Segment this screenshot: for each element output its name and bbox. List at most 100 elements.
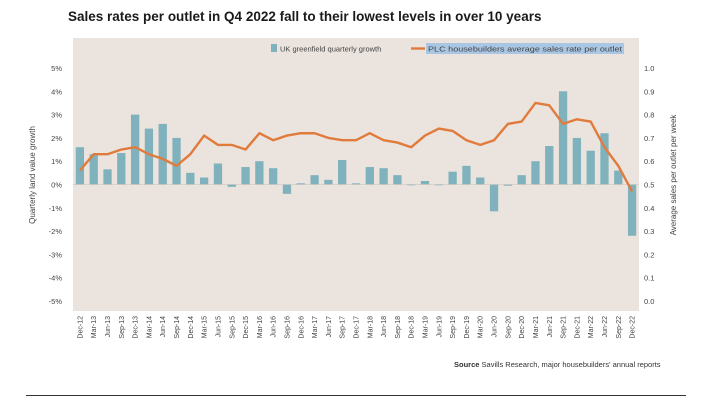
right-axis: 1.0 0.9 0.8 0.7 0.6 0.5 0.4 0.3 0.2 0.1 0.0	[644, 64, 654, 306]
y2-tick-label: 0.8	[644, 111, 654, 120]
x-tick-label: Sep-16	[284, 316, 291, 339]
y2-tick-label: 0.9	[644, 87, 654, 96]
bar	[572, 137, 582, 185]
bar	[282, 184, 292, 194]
bar	[614, 170, 623, 185]
bar	[531, 161, 540, 185]
x-tick-label: Jun-14	[160, 316, 167, 338]
x-tick-label: Mar-20	[478, 316, 485, 338]
y2-tick-label: 0.4	[644, 204, 654, 213]
bar	[324, 179, 333, 185]
y-tick-label: 5%	[51, 64, 62, 73]
y-tick-label: -3%	[49, 250, 63, 259]
bar	[338, 160, 347, 185]
bar	[186, 172, 195, 185]
bar	[103, 169, 112, 185]
y-tick-label: -4%	[49, 274, 63, 283]
bar	[627, 184, 637, 236]
x-tick-label: Sep-14	[174, 316, 181, 339]
bar	[489, 184, 499, 212]
bar	[351, 183, 361, 185]
y-tick-label: 0%	[51, 181, 62, 190]
bar	[144, 128, 154, 185]
x-tick-label: Dec-17	[354, 316, 361, 339]
x-tick-label: Dec-19	[464, 316, 471, 339]
x-tick-label: Dec-20	[519, 316, 526, 339]
bar	[213, 163, 223, 185]
x-tick-label: Dec-12	[77, 316, 84, 339]
x-axis: Dec-12 Mar-13 Jun-13 Sep-13 Dec-13 Mar-14 Jun-…	[77, 316, 636, 339]
source-label: Source	[454, 360, 480, 369]
x-tick-label: Jun-19	[436, 316, 443, 338]
x-tick-label: Sep-15	[229, 316, 236, 339]
plot-panel	[73, 38, 639, 311]
y-tick-label: -2%	[49, 227, 63, 236]
bar-series	[75, 91, 637, 236]
x-tick-label: Dec-22	[630, 316, 637, 339]
x-tick-label: Sep-17	[340, 316, 347, 339]
bar	[296, 183, 305, 185]
bar	[158, 123, 167, 185]
y2-tick-label: 0.6	[644, 157, 654, 166]
y2-tick-label: 0.7	[644, 134, 654, 143]
x-tick-label: Mar-17	[312, 316, 319, 338]
x-tick-label: Jun-21	[547, 316, 554, 338]
y2-tick-label: 0.1	[644, 274, 654, 283]
bar	[89, 154, 98, 185]
x-tick-label: Sep-18	[395, 316, 402, 339]
x-tick-label: Jun-13	[105, 316, 112, 338]
bar	[517, 175, 526, 185]
y-tick-label: 3%	[51, 111, 62, 120]
bar	[407, 184, 416, 186]
source-note: Source Savills Research, major housebuil…	[454, 360, 661, 369]
legend: UK greenfield quarterly growth PLC house…	[271, 43, 624, 54]
x-tick-label: Mar-18	[367, 316, 374, 338]
bar	[365, 167, 374, 185]
legend-bar-swatch	[271, 44, 277, 52]
legend-line-highlight	[426, 43, 624, 54]
source-text: Savills Research, major housebuilders' a…	[481, 360, 661, 369]
x-tick-label: Dec-14	[188, 316, 195, 339]
x-tick-label: Dec-16	[298, 316, 305, 339]
bar	[269, 168, 278, 185]
y2-tick-label: 0.3	[644, 227, 654, 236]
bar	[75, 147, 85, 185]
x-tick-label: Jun-16	[271, 316, 278, 338]
y2-axis-label: Average sales per outlet per week	[669, 114, 678, 236]
bar	[393, 175, 402, 185]
bar	[172, 137, 181, 185]
bar	[586, 150, 595, 185]
legend-line-label: PLC housebuilders average sales rate per…	[428, 45, 623, 54]
legend-bar-label: UK greenfield quarterly growth	[280, 45, 381, 54]
x-tick-label: Mar-21	[533, 316, 540, 338]
bar	[462, 165, 471, 185]
bar	[558, 91, 568, 185]
bar	[200, 177, 209, 185]
bar	[310, 175, 319, 185]
y-tick-label: -1%	[49, 204, 63, 213]
x-tick-label: Sep-22	[616, 316, 623, 339]
x-tick-label: Dec-15	[243, 316, 250, 339]
y2-tick-label: 0.2	[644, 250, 654, 259]
bar	[448, 171, 457, 185]
x-tick-label: Mar-14	[146, 316, 153, 338]
x-tick-label: Jun-17	[326, 316, 333, 338]
x-tick-label: Jun-22	[602, 316, 609, 338]
x-tick-label: Mar-19	[423, 316, 430, 338]
x-tick-label: Sep-13	[119, 316, 126, 339]
x-tick-label: Mar-22	[588, 316, 595, 338]
y-tick-label: 1%	[51, 157, 62, 166]
y2-tick-label: 1.0	[644, 64, 654, 73]
x-tick-label: Jun-18	[381, 316, 388, 338]
left-axis: 5% 4% 3% 2% 1% 0% -1% -2% -3% -4% -5%	[49, 64, 63, 306]
x-tick-label: Sep-19	[450, 316, 457, 339]
bar	[434, 184, 443, 186]
y2-tick-label: 0.5	[644, 181, 654, 190]
chart-title: Sales rates per outlet in Q4 2022 fall t…	[68, 9, 542, 24]
bar	[117, 153, 126, 185]
x-tick-label: Sep-20	[505, 316, 512, 339]
x-tick-label: Mar-15	[202, 316, 209, 338]
x-tick-label: Dec-21	[574, 316, 581, 339]
x-tick-label: Dec-13	[133, 316, 140, 339]
bar	[379, 168, 388, 185]
